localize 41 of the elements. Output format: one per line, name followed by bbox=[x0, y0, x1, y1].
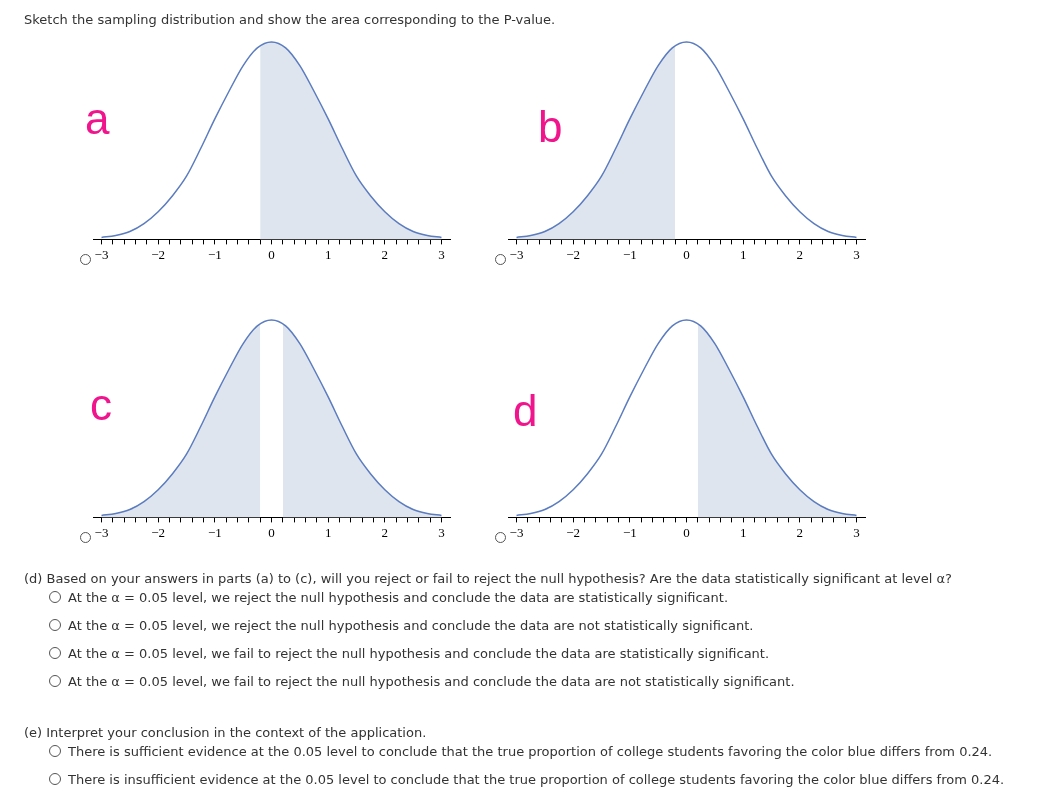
text: At the α = 0.05 level, we reject the null hypothesis and conclude the data are statistically significant. bbox=[68, 589, 729, 605]
x-tick-label: 3 bbox=[438, 246, 445, 262]
text: At the α = 0.05 level, we reject the null hypothesis and conclude the data are not statistically significant. bbox=[68, 617, 754, 633]
x-tick-label: −3 bbox=[94, 524, 109, 540]
x-tick-label: 1 bbox=[739, 246, 747, 262]
x-tick-label: 1 bbox=[324, 246, 332, 262]
text: d bbox=[513, 386, 538, 435]
x-tick-label: −2 bbox=[566, 246, 581, 262]
x-tick-label: 0 bbox=[268, 246, 275, 262]
x-tick-label: 3 bbox=[438, 524, 445, 540]
x-tick-label: −3 bbox=[509, 246, 524, 262]
text: (e) Interpret your conclusion in the context of the application. bbox=[24, 725, 428, 741]
x-tick-label: 0 bbox=[683, 524, 690, 540]
x-tick-label: −2 bbox=[151, 246, 166, 262]
x-tick-label: 0 bbox=[683, 246, 690, 262]
text: a bbox=[85, 94, 110, 143]
text: At the α = 0.05 level, we fail to reject the null hypothesis and conclude the data are statistically significant. bbox=[68, 645, 770, 661]
x-tick-label: 2 bbox=[381, 246, 389, 262]
text: There is insufficient evidence at the 0.05 level to conclude that the true proportion of college students favoring the color blue differs from 0.24. bbox=[68, 771, 1005, 787]
x-tick-label: −3 bbox=[509, 524, 524, 540]
x-tick-label: 3 bbox=[853, 524, 860, 540]
x-tick-label: 1 bbox=[324, 524, 332, 540]
text: Sketch the sampling distribution and show the area corresponding to the P-value. bbox=[24, 12, 557, 28]
text: At the α = 0.05 level, we fail to reject the null hypothesis and conclude the data are not statistically significant. bbox=[68, 673, 795, 689]
x-tick-label: 2 bbox=[796, 246, 804, 262]
x-tick-label: 1 bbox=[739, 524, 747, 540]
x-tick-label: 2 bbox=[796, 524, 804, 540]
x-tick-label: 2 bbox=[381, 524, 389, 540]
x-tick-label: −2 bbox=[151, 524, 166, 540]
x-tick-label: −1 bbox=[207, 246, 222, 262]
text: There is sufficient evidence at the 0.05 level to conclude that the true proportion of college students favoring the color blue differs from 0.24. bbox=[68, 743, 993, 759]
x-tick-label: −2 bbox=[566, 524, 581, 540]
text: (d) Based on your answers in parts (a) to (c), will you reject or fail to reject the null hypothesis? Are the data statistically significant at level α? bbox=[24, 571, 953, 587]
x-tick-label: −3 bbox=[94, 246, 109, 262]
x-tick-label: −1 bbox=[207, 524, 222, 540]
x-tick-label: 0 bbox=[268, 524, 275, 540]
x-tick-label: −1 bbox=[622, 246, 637, 262]
x-tick-label: −1 bbox=[622, 524, 637, 540]
text: c bbox=[90, 380, 112, 429]
x-tick-label: 3 bbox=[853, 246, 860, 262]
text: b bbox=[538, 102, 563, 151]
